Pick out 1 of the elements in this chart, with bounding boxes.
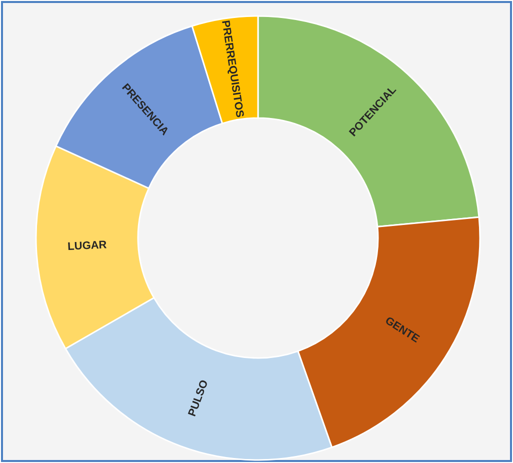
slice-label: LUGAR <box>67 239 108 253</box>
